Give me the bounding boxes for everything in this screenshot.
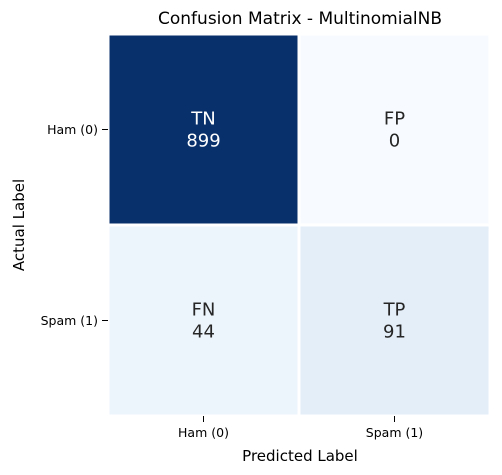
y-tick-label: Ham (0) (47, 122, 98, 137)
cell-label-tp: TP (383, 300, 406, 321)
axis-ticks: Ham (0) Spam (1) Ham (0) Spam (1) (41, 122, 424, 440)
heatmap-cell-tp (300, 226, 489, 415)
heatmap-cell-fn (109, 226, 298, 415)
cell-value-fn: 44 (192, 322, 215, 343)
heatmap-cell-fp (300, 35, 489, 224)
cell-label-tn: TN (190, 109, 215, 130)
x-axis-label: Predicted Label (242, 447, 358, 465)
cell-value-tp: 91 (383, 322, 406, 343)
x-tick-label: Spam (1) (366, 425, 423, 440)
cell-label-fp: FP (384, 109, 405, 130)
cell-value-tn: 899 (186, 131, 220, 152)
cell-label-fn: FN (192, 300, 216, 321)
cell-value-fp: 0 (389, 131, 400, 152)
chart-title: Confusion Matrix - MultinomialNB (158, 9, 442, 29)
y-axis-label: Actual Label (10, 179, 28, 271)
y-tick-label: Spam (1) (41, 313, 98, 328)
heatmap-cell-tn (109, 35, 298, 224)
x-tick-label: Ham (0) (178, 425, 229, 440)
